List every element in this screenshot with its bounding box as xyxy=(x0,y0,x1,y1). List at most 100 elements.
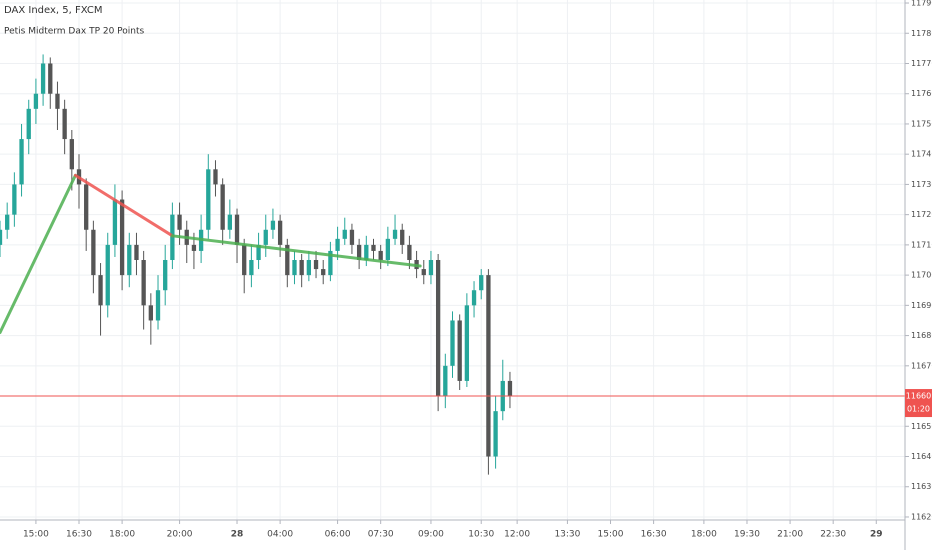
candle-body xyxy=(213,169,218,185)
candle-body xyxy=(392,229,398,239)
last-price-label: 11660 xyxy=(906,392,931,401)
candle-body xyxy=(342,229,347,239)
y-tick-label: 11760 xyxy=(911,89,932,98)
candle-body xyxy=(471,290,477,306)
candle-body xyxy=(306,260,312,276)
candle-body xyxy=(277,220,283,245)
x-tick-label: 09:00 xyxy=(418,530,444,540)
candle-body xyxy=(457,320,462,381)
y-tick-label: 11650 xyxy=(911,422,932,431)
x-tick-label: 16:30 xyxy=(66,530,92,540)
x-tick-label: 20:00 xyxy=(167,530,193,540)
candle-body xyxy=(263,229,268,245)
candle-body xyxy=(313,260,319,270)
x-tick-label: 13:30 xyxy=(554,530,580,540)
x-tick-label: 10:30 xyxy=(468,530,494,540)
candle-body xyxy=(285,244,290,276)
candle-body xyxy=(349,229,355,245)
y-tick-label: 11700 xyxy=(911,271,932,280)
y-tick-label: 11690 xyxy=(911,301,932,310)
x-tick-label: 21:00 xyxy=(777,530,803,540)
y-tick-label: 11680 xyxy=(911,331,932,340)
candle-body xyxy=(371,244,376,251)
candle-body xyxy=(0,229,3,245)
candle-body xyxy=(12,184,17,215)
candle-body xyxy=(256,244,261,260)
x-tick-label: 22:30 xyxy=(820,530,846,540)
y-tick-label: 11720 xyxy=(911,210,932,219)
candle-body xyxy=(55,93,60,109)
candle-body xyxy=(163,260,168,291)
candle-body xyxy=(5,214,10,230)
chart-title: DAX Index, 5, FXCM xyxy=(4,5,103,16)
y-tick-label: 11710 xyxy=(911,240,932,249)
y-tick-label: 11770 xyxy=(911,59,932,68)
y-tick-label: 11750 xyxy=(911,119,932,128)
countdown-label: 01:20 xyxy=(907,405,930,414)
candle-body xyxy=(378,250,383,260)
candle-body xyxy=(234,214,240,245)
candle-body xyxy=(364,244,369,260)
candle-body xyxy=(141,260,146,306)
candle-body xyxy=(435,260,441,397)
last-price-box xyxy=(905,389,932,418)
candle-body xyxy=(479,275,484,291)
candle-body xyxy=(220,184,225,230)
candle-body xyxy=(105,244,110,306)
candle-body xyxy=(112,199,118,245)
candle-body xyxy=(321,269,326,276)
candle-body xyxy=(84,184,89,230)
candle-body xyxy=(400,229,405,245)
candle-body xyxy=(206,169,211,230)
candle-body xyxy=(19,139,24,185)
y-tick-label: 11620 xyxy=(911,512,932,521)
x-tick-label: 07:30 xyxy=(368,530,394,540)
candle-body xyxy=(335,238,340,251)
candle-body xyxy=(170,214,175,260)
x-tick-label: 19:30 xyxy=(734,530,760,540)
candle-body xyxy=(493,411,498,457)
candle-body xyxy=(428,260,434,276)
candle-body xyxy=(443,365,448,397)
candle-body xyxy=(486,275,491,457)
candle-body xyxy=(62,108,67,140)
candle-body xyxy=(292,260,297,276)
x-tick-label: 18:00 xyxy=(109,530,135,540)
x-tick-label: 29 xyxy=(870,530,883,540)
x-tick-label: 16:30 xyxy=(641,530,667,540)
trend-line xyxy=(0,173,77,335)
candle-body xyxy=(48,63,53,94)
candle-body xyxy=(328,250,333,276)
candle-body xyxy=(91,229,96,276)
y-tick-label: 11790 xyxy=(911,0,932,8)
candle-body xyxy=(40,63,46,94)
indicator-name: Petis Midterm Dax TP 20 Points xyxy=(4,27,145,37)
x-tick-label: 06:00 xyxy=(325,530,351,540)
y-tick-label: 11780 xyxy=(911,29,932,38)
candle-body xyxy=(177,214,182,230)
trend-line xyxy=(170,234,422,268)
y-tick-label: 11740 xyxy=(911,150,932,159)
candle-body xyxy=(227,214,232,230)
y-tick-label: 11630 xyxy=(911,482,932,491)
plot xyxy=(0,54,905,475)
x-tick-label: 18:00 xyxy=(691,530,717,540)
y-tick-label: 11640 xyxy=(911,452,932,461)
candle-body xyxy=(191,244,197,251)
x-tick-label: 28 xyxy=(231,530,244,540)
candle-body xyxy=(356,244,362,260)
y-tick-label: 11730 xyxy=(911,180,932,189)
y-tick-label: 11670 xyxy=(911,361,932,370)
candle-body xyxy=(507,380,513,397)
candle-body xyxy=(134,244,139,260)
candle-body xyxy=(242,244,247,276)
x-tick-label: 15:00 xyxy=(598,530,624,540)
candle-body xyxy=(385,238,391,260)
candle-body xyxy=(119,199,125,276)
candle-body xyxy=(155,290,161,321)
candle-body xyxy=(26,108,31,140)
candle-body xyxy=(450,320,455,366)
trend-line xyxy=(73,173,174,238)
x-tick-label: 04:00 xyxy=(267,530,293,540)
